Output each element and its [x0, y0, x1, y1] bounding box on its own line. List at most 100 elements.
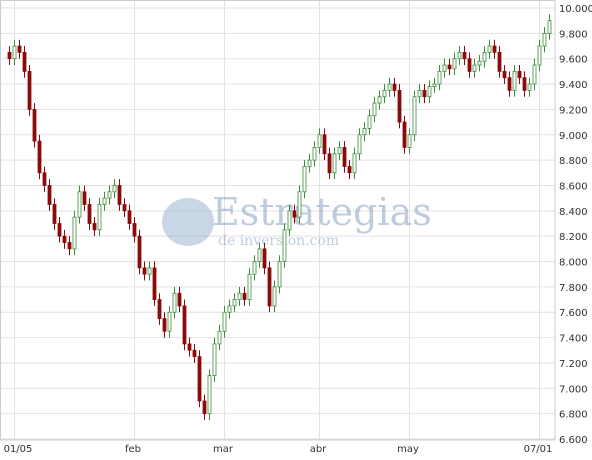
candle-body: [322, 134, 327, 155]
candle-body: [362, 128, 367, 136]
candle-body: [47, 185, 52, 205]
candle-body: [507, 77, 512, 91]
candle-body: [452, 58, 457, 70]
candle-body: [457, 51, 462, 60]
candle-body: [287, 210, 292, 231]
candle-body: [97, 204, 102, 231]
candle-body: [132, 223, 137, 237]
candle-body: [377, 96, 382, 104]
y-tick-label: 7.400: [559, 334, 588, 345]
candle-body: [392, 83, 397, 91]
candle-body: [282, 229, 287, 262]
candle-body: [382, 89, 387, 98]
candle-body: [357, 134, 362, 155]
candle-body: [152, 267, 157, 300]
candle-body: [312, 147, 317, 161]
candle-body: [437, 70, 442, 85]
candle-body: [142, 267, 147, 275]
candle-body: [502, 70, 507, 79]
candle-body: [207, 375, 212, 415]
candle-body: [42, 172, 47, 186]
candle-body: [342, 147, 347, 167]
candle-body: [317, 134, 322, 148]
candle-body: [307, 159, 312, 167]
candle-body: [492, 45, 497, 53]
candle-body: [12, 45, 17, 60]
candle-body: [212, 343, 217, 377]
y-tick-label: 7.600: [559, 308, 588, 319]
candle-body: [327, 153, 332, 174]
candle-body: [192, 349, 197, 358]
candle-body: [352, 153, 357, 174]
candle-body: [217, 330, 222, 345]
candle-body: [367, 115, 372, 129]
y-tick-label: 9.400: [559, 80, 588, 91]
candle-body: [467, 58, 472, 72]
x-tick-label: may: [397, 444, 419, 455]
candle-body: [7, 51, 12, 60]
y-tick-label: 7.200: [559, 359, 588, 370]
candle-body: [247, 273, 252, 300]
y-tick-label: 6.800: [559, 410, 588, 421]
candle-body: [417, 89, 422, 98]
candle-body: [57, 223, 62, 237]
candle-body: [112, 185, 117, 193]
candle-body: [542, 32, 547, 47]
candle-body: [447, 64, 452, 70]
plot-frame: [0, 0, 556, 441]
candle-body: [402, 121, 407, 148]
watermark-subtitle: de inversion.com: [218, 233, 339, 249]
y-tick-label: 9.200: [559, 105, 588, 116]
y-tick-label: 7.800: [559, 283, 588, 294]
candle-body: [242, 292, 247, 300]
candle-body: [302, 166, 307, 193]
candle-body: [482, 51, 487, 62]
candle-body: [337, 147, 342, 155]
candle-body: [272, 286, 277, 307]
candle-body: [372, 102, 377, 117]
candle-body: [412, 96, 417, 136]
candle-body: [87, 204, 92, 224]
candle-body: [407, 134, 412, 148]
x-tick-label: feb: [125, 444, 141, 455]
candle-body: [477, 60, 482, 66]
candle-body: [22, 51, 27, 72]
y-tick-label: 10.000: [559, 4, 592, 15]
x-tick-label: mar: [213, 444, 234, 455]
candle-body: [52, 204, 57, 224]
candle-body: [347, 166, 352, 174]
y-tick-label: 8.000: [559, 258, 588, 269]
candle-body: [182, 305, 187, 345]
y-tick-label: 6.600: [559, 435, 588, 446]
candle-body: [387, 83, 392, 91]
candle-body: [232, 299, 237, 307]
candle-body: [32, 109, 37, 142]
candle-body: [157, 299, 162, 319]
candle-body: [537, 45, 542, 66]
y-tick-label: 9.600: [559, 55, 588, 66]
candle-body: [472, 64, 477, 72]
y-tick-label: 9.800: [559, 29, 588, 40]
y-tick-label: 8.600: [559, 181, 588, 192]
candle-body: [547, 20, 552, 34]
candle-body: [162, 318, 167, 332]
x-tick-label: abr: [310, 444, 327, 455]
candle-body: [92, 223, 97, 231]
y-tick-label: 8.400: [559, 207, 588, 218]
candle-body: [172, 292, 177, 313]
candle-body: [82, 191, 87, 205]
candle-body: [297, 191, 302, 218]
candle-body: [442, 64, 447, 72]
candle-body: [462, 51, 467, 60]
candle-body: [277, 261, 282, 288]
candle-body: [127, 210, 132, 224]
candle-body: [267, 267, 272, 307]
candle-body: [262, 248, 267, 269]
candle-body: [332, 153, 337, 174]
candle-body: [37, 140, 42, 174]
candle-body: [187, 343, 192, 351]
candle-body: [252, 261, 257, 275]
candle-body: [197, 356, 202, 402]
candle-body: [102, 197, 107, 205]
